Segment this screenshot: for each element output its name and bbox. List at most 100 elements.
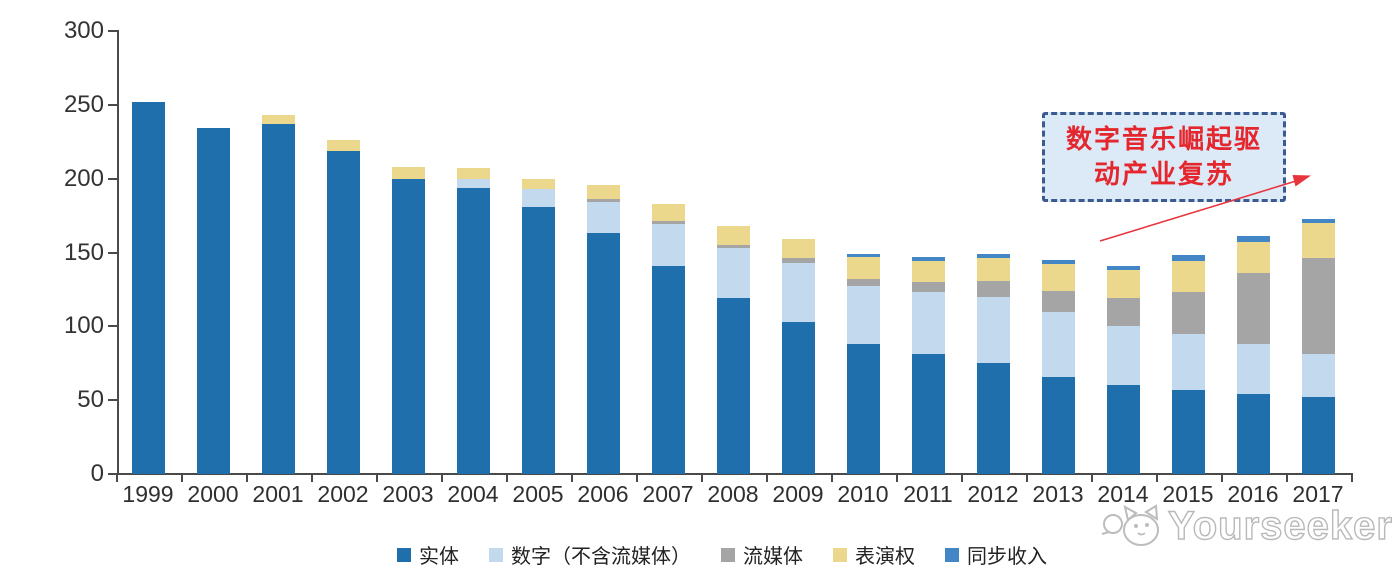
- x-tick-label: 2005: [512, 481, 564, 507]
- annotation-text-line1: 数字音乐崛起驱: [1065, 124, 1262, 154]
- legend-swatch-digital-excl-streaming: [489, 547, 503, 562]
- bar-segment-performance-rights: [846, 256, 880, 280]
- x-tick-mark: [1285, 474, 1288, 482]
- legend-label-streaming: 流媒体: [743, 546, 803, 568]
- bar-segment-streaming: [1171, 292, 1205, 334]
- legend-item-streaming: 流媒体: [721, 540, 803, 569]
- x-tick-mark: [960, 474, 963, 482]
- bar-segment-digital-excl-streaming: [1041, 311, 1075, 377]
- bar-segment-digital-excl-streaming: [1236, 344, 1270, 395]
- x-tick-mark: [310, 474, 313, 482]
- bar-segment-physical: [1106, 385, 1140, 474]
- bar-segment-sync: [1301, 218, 1335, 223]
- bar-segment-physical: [1301, 397, 1335, 474]
- y-tick-label: 150: [63, 238, 104, 266]
- x-tick-mark: [700, 474, 703, 482]
- x-tick-label: 2017: [1292, 481, 1344, 507]
- bar-segment-digital-excl-streaming: [651, 224, 685, 266]
- bar-segment-performance-rights: [781, 239, 815, 259]
- legend-swatch-physical: [397, 547, 411, 562]
- bar-segment-performance-rights: [976, 258, 1010, 281]
- x-tick-mark: [765, 474, 768, 482]
- bar-segment-physical: [521, 206, 555, 474]
- x-tick-mark: [570, 474, 573, 482]
- bar-segment-performance-rights: [651, 203, 685, 222]
- y-tick-label: 250: [63, 90, 104, 118]
- x-tick-label: 2004: [447, 481, 499, 507]
- legend-swatch-performance-rights: [833, 547, 847, 562]
- legend: 实体 数字（不含流媒体） 流媒体 表演权 同步收入: [0, 540, 1398, 569]
- bar-segment-physical: [1041, 376, 1075, 474]
- x-tick-label: 2015: [1162, 481, 1214, 507]
- bar-segment-performance-rights: [261, 115, 295, 125]
- bar-segment-digital-excl-streaming: [911, 292, 945, 355]
- y-tick-mark: [108, 251, 117, 254]
- bar-segment-streaming: [586, 199, 620, 203]
- bar-segment-performance-rights: [456, 168, 490, 179]
- cat-logo-icon: [1101, 504, 1159, 546]
- legend-item-digital-excl-streaming: 数字（不含流媒体）: [489, 540, 691, 569]
- y-tick-label: 0: [90, 460, 104, 487]
- x-tick-mark: [1090, 474, 1093, 482]
- x-axis-line: [117, 473, 1353, 475]
- bar-segment-performance-rights: [1301, 222, 1335, 259]
- x-tick-mark: [440, 474, 443, 482]
- legend-item-sync: 同步收入: [945, 540, 1047, 569]
- bar-segment-performance-rights: [911, 261, 945, 283]
- legend-item-performance-rights: 表演权: [833, 540, 915, 569]
- bar-segment-streaming: [716, 245, 750, 249]
- bar-segment-streaming: [781, 258, 815, 263]
- x-tick-label: 2001: [252, 481, 304, 507]
- bar-segment-performance-rights: [1236, 242, 1270, 274]
- bar-segment-physical: [586, 233, 620, 474]
- bar-segment-digital-excl-streaming: [976, 296, 1010, 364]
- bar-segment-digital-excl-streaming: [521, 189, 555, 207]
- bar-segment-streaming: [911, 282, 945, 293]
- bar-segment-physical: [456, 187, 490, 474]
- x-tick-label: 1999: [122, 481, 174, 507]
- bar-segment-streaming: [976, 280, 1010, 297]
- x-tick-label: 2016: [1227, 481, 1279, 507]
- bar-segment-digital-excl-streaming: [1106, 326, 1140, 386]
- legend-label-digital-excl-streaming: 数字（不含流媒体）: [511, 546, 691, 568]
- x-tick-mark: [375, 474, 378, 482]
- bar-segment-physical: [846, 344, 880, 474]
- annotation-text-line2: 动产业复苏: [1093, 159, 1234, 189]
- y-axis-line: [117, 30, 119, 475]
- bar-segment-physical: [1236, 394, 1270, 474]
- y-tick-mark: [108, 30, 117, 32]
- bar-segment-sync: [1106, 265, 1140, 271]
- legend-swatch-streaming: [721, 547, 735, 562]
- bar-segment-sync: [1236, 236, 1270, 243]
- bar-segment-digital-excl-streaming: [846, 286, 880, 345]
- bar-segment-performance-rights: [326, 140, 360, 151]
- legend-item-physical: 实体: [397, 540, 459, 569]
- bar-segment-digital-excl-streaming: [456, 178, 490, 188]
- bar-segment-physical: [326, 150, 360, 474]
- x-tick-mark: [1155, 474, 1158, 482]
- bar-segment-performance-rights: [586, 184, 620, 200]
- x-tick-label: 2008: [707, 481, 759, 507]
- bar-segment-streaming: [1106, 298, 1140, 327]
- y-tick-label: 300: [63, 17, 104, 44]
- bar-segment-sync: [846, 253, 880, 257]
- x-tick-label: 2002: [317, 481, 369, 507]
- legend-swatch-sync: [945, 547, 959, 562]
- x-tick-label: 2012: [967, 481, 1019, 507]
- x-tick-label: 2003: [382, 481, 434, 507]
- x-tick-mark: [895, 474, 898, 482]
- bar-segment-physical: [261, 124, 295, 474]
- bar-segment-sync: [1041, 259, 1075, 265]
- y-tick-mark: [108, 325, 117, 328]
- bar-segment-streaming: [846, 279, 880, 287]
- bar-segment-performance-rights: [521, 178, 555, 189]
- bar-segment-physical: [976, 363, 1010, 474]
- x-tick-label: 2011: [903, 481, 953, 507]
- y-tick-mark: [108, 399, 117, 402]
- x-tick-label: 2006: [577, 481, 629, 507]
- bar-segment-streaming: [1301, 258, 1335, 355]
- bar-segment-streaming: [651, 221, 685, 225]
- x-tick-label: 2010: [837, 481, 889, 507]
- x-tick-mark: [1350, 474, 1353, 482]
